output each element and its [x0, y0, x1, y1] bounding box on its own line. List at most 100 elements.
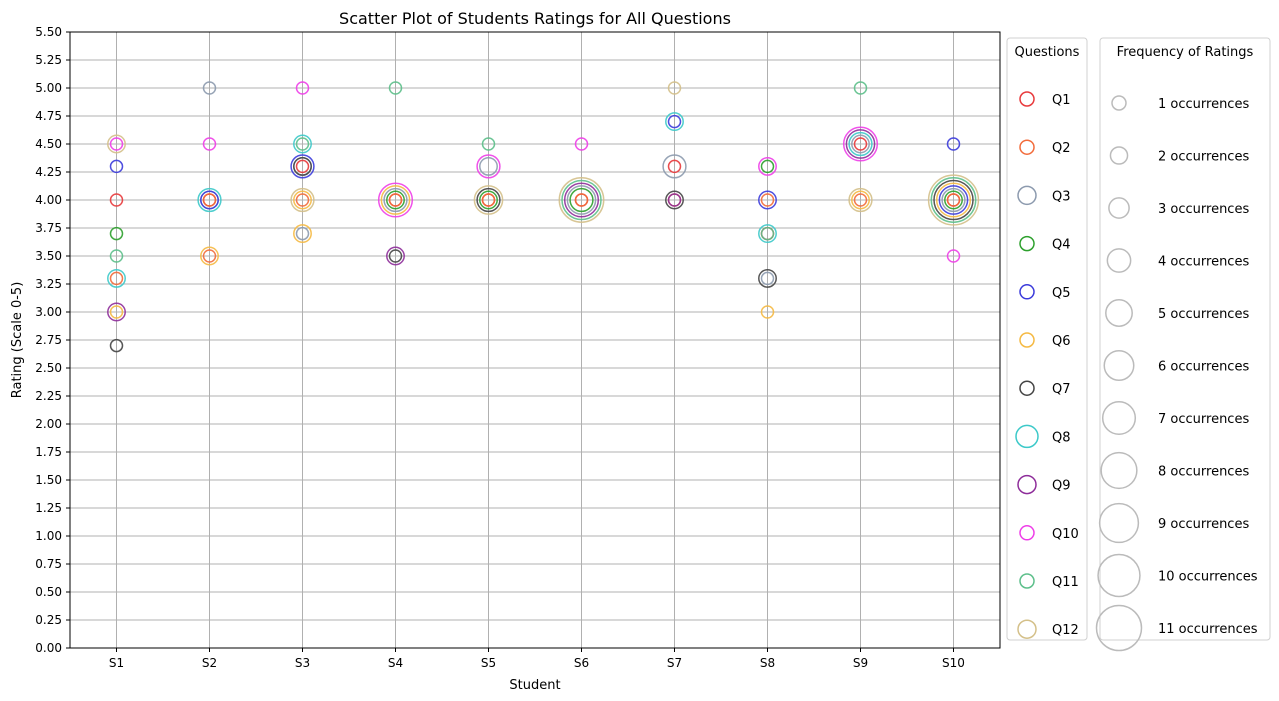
frequency-marker-1 — [1111, 95, 1127, 111]
x-tick-label: S10 — [942, 656, 965, 670]
x-tick-label: S4 — [388, 656, 403, 670]
y-tick-label: 1.50 — [35, 473, 62, 487]
point-q2-s8 — [760, 193, 775, 207]
questions-legend: Questions Q1 Q2 Q3 Q4 Q5 Q6 Q7 Q8 Q9 Q10 Q11 Q12 — [1006, 37, 1088, 641]
point-q5-s10 — [938, 185, 969, 215]
frequency-label-10: 10 occurrences — [1158, 570, 1258, 585]
legend-marker-q8 — [1015, 424, 1039, 449]
data-points — [107, 81, 980, 353]
grid-lines — [70, 31, 1000, 649]
x-tick-label: S2 — [202, 656, 217, 670]
y-tick-label: 1.25 — [35, 501, 62, 515]
point-q7-s7 — [665, 190, 684, 210]
point-q12-s5 — [473, 185, 504, 215]
y-tick-label: 3.00 — [35, 305, 62, 319]
x-tick-label: S7 — [667, 656, 682, 670]
legend-label-q3: Q3 — [1052, 189, 1071, 204]
point-q10-s8 — [758, 156, 777, 176]
point-q8-s7 — [665, 112, 684, 132]
legend-label-q11: Q11 — [1052, 575, 1079, 590]
point-q5-s10 — [946, 137, 961, 151]
legend-label-q1: Q1 — [1052, 93, 1071, 108]
point-q9-s4 — [386, 246, 405, 266]
point-q10-s1 — [109, 137, 124, 151]
point-q2-s9 — [853, 193, 868, 207]
x-tick-label: S5 — [481, 656, 496, 670]
frequency-label-6: 6 occurrences — [1158, 360, 1249, 375]
frequency-label-4: 4 occurrences — [1158, 255, 1249, 270]
point-q10-s6 — [574, 137, 589, 151]
legend-marker-q2 — [1019, 139, 1035, 155]
point-q11-s8 — [760, 226, 775, 241]
point-q7-s8 — [758, 268, 777, 288]
x-tick-label: S1 — [109, 656, 124, 670]
frequency-marker-6 — [1103, 350, 1135, 381]
x-tick-label: S3 — [295, 656, 310, 670]
point-q8-s9 — [848, 131, 873, 157]
legend-marker-q9 — [1017, 474, 1037, 495]
y-tick-label: 3.25 — [35, 277, 62, 291]
y-tick-label: 3.75 — [35, 221, 62, 235]
point-q1-s1 — [109, 193, 124, 207]
y-tick-label: 1.00 — [35, 529, 62, 543]
frequency-label-1: 1 occurrences — [1158, 97, 1249, 112]
frequency-label-7: 7 occurrences — [1158, 412, 1249, 427]
frequency-legend: Frequency of Ratings 1 occurrences 2 occu… — [1095, 37, 1271, 652]
y-tick-label: 4.50 — [35, 137, 62, 151]
legend-label-q6: Q6 — [1052, 334, 1071, 349]
point-q2-s5 — [481, 193, 496, 207]
point-q4-s1 — [109, 226, 124, 241]
y-tick-label: 2.25 — [35, 389, 62, 403]
point-q5-s3 — [290, 154, 315, 179]
x-axis-ticks: S1 S2 S3 S4 S5 S6 S7 S8 S9 S10 — [109, 648, 965, 670]
point-q11-s1 — [109, 249, 124, 263]
frequency-label-3: 3 occurrences — [1158, 202, 1249, 217]
frequency-legend-frame — [1099, 37, 1271, 641]
x-tick-label: S9 — [853, 656, 868, 670]
frequency-legend-items: 1 occurrences 2 occurrences 3 occurrences 4… — [1095, 95, 1258, 652]
point-q3-s5 — [479, 156, 498, 176]
y-tick-label: 5.00 — [35, 81, 62, 95]
point-q11-s3 — [295, 137, 310, 151]
frequency-legend-title: Frequency of Ratings — [1117, 45, 1254, 60]
point-q7-s3 — [293, 156, 312, 176]
legend-label-q9: Q9 — [1052, 479, 1071, 494]
point-q3-s8 — [760, 271, 775, 286]
point-q8-s8 — [758, 224, 777, 244]
point-q7-s10 — [933, 179, 974, 221]
point-q5-s2 — [200, 190, 219, 210]
y-tick-label: 0.75 — [35, 557, 62, 571]
frequency-label-8: 8 occurrences — [1158, 465, 1249, 480]
legend-label-q12: Q12 — [1052, 623, 1079, 638]
legend-label-q10: Q10 — [1052, 527, 1079, 542]
legend-marker-q11 — [1019, 573, 1035, 589]
frequency-marker-3 — [1108, 197, 1130, 219]
point-q2-s2 — [202, 249, 217, 263]
point-q9-s7 — [667, 193, 682, 207]
point-q12-s7 — [667, 81, 682, 95]
y-tick-label: 3.50 — [35, 249, 62, 263]
frequency-marker-10 — [1097, 553, 1141, 598]
point-q3-s9 — [851, 134, 870, 154]
point-q8-s1 — [107, 268, 126, 288]
y-axis-ticks: 0.00 0.25 0.50 0.75 1.00 1.25 1.50 1.75 2.00 2.25… — [35, 25, 70, 655]
point-q11-s6 — [561, 179, 602, 221]
y-tick-label: 0.25 — [35, 613, 62, 627]
point-q1-s9 — [853, 137, 868, 151]
point-q1-s7 — [667, 159, 682, 174]
frequency-marker-7 — [1101, 400, 1137, 436]
frequency-label-2: 2 occurrences — [1158, 150, 1249, 165]
point-q6-s10 — [935, 182, 972, 218]
point-q11-s4 — [388, 81, 403, 95]
point-q3-s4 — [383, 187, 408, 213]
questions-legend-items: Q1 Q2 Q3 Q4 Q5 Q6 Q7 Q8 Q9 Q10 Q11 Q12 — [1015, 91, 1079, 639]
point-q10-s2 — [202, 137, 217, 151]
point-q7-s5 — [476, 187, 501, 213]
point-q4-s10 — [944, 190, 963, 210]
point-q9-s1 — [107, 302, 126, 322]
legend-marker-q1 — [1019, 91, 1035, 107]
point-q1-s3 — [295, 159, 310, 174]
frequency-marker-2 — [1109, 146, 1129, 165]
point-q3-s10 — [941, 187, 966, 213]
